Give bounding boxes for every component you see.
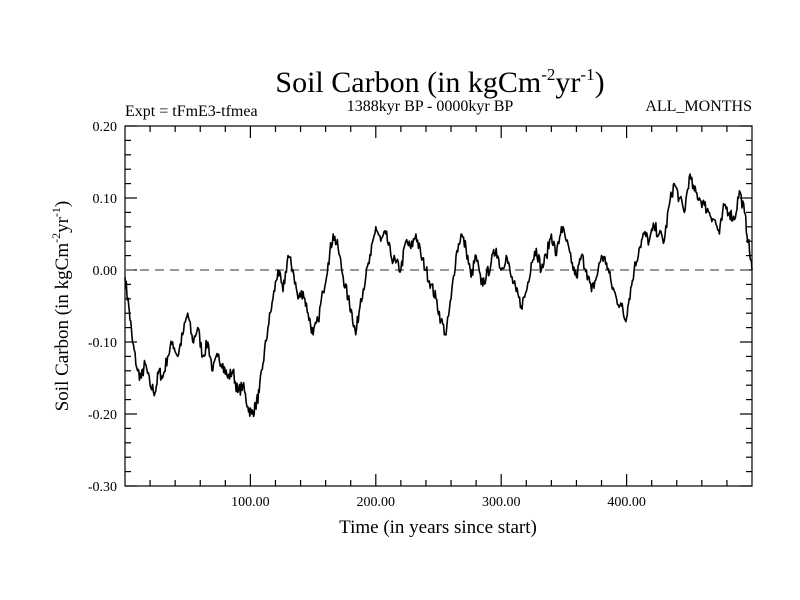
y-tick-label: -0.10 <box>88 336 117 351</box>
chart-title: Soil Carbon (in kgCm-2yr-1) <box>275 65 604 99</box>
y-tick-label: -0.20 <box>88 408 117 423</box>
period-label: 1388kyr BP - 0000kyr BP <box>347 98 514 115</box>
soil-carbon-series-line <box>124 173 753 418</box>
x-tick-label: 300.00 <box>482 495 521 510</box>
chart-title-mid: yr <box>555 66 580 99</box>
y-axis-label: Soil Carbon (in kgCm-2yr-1) <box>49 201 73 412</box>
plot-frame <box>124 125 753 487</box>
y-axis-label-mid: yr <box>52 216 73 233</box>
y-axis-label-main: Soil Carbon (in kgCm <box>52 243 73 412</box>
x-tick-labels: 100.00 200.00 300.00 400.00 <box>231 495 646 510</box>
axis-ticks <box>125 125 752 487</box>
months-label: ALL_MONTHS <box>645 98 752 115</box>
chart-title-main: Soil Carbon (in kgCm <box>275 66 541 99</box>
y-tick-labels: 0.20 0.10 0.00 -0.10 -0.20 -0.30 <box>88 120 117 495</box>
y-axis-label-end: ) <box>52 201 73 207</box>
y-axis-label-sup2: -1 <box>49 207 63 217</box>
x-axis-label: Time (in years since start) <box>339 517 537 538</box>
chart-title-sup1: -2 <box>541 65 555 84</box>
y-tick-label: 0.20 <box>93 120 118 135</box>
chart-title-sup2: -1 <box>580 65 594 84</box>
y-tick-label: 0.00 <box>93 264 118 279</box>
x-tick-label: 100.00 <box>231 495 270 510</box>
chart-title-end: ) <box>595 66 605 99</box>
x-tick-label: 400.00 <box>607 495 646 510</box>
y-tick-label: 0.10 <box>93 192 118 207</box>
y-tick-label: -0.30 <box>88 480 117 495</box>
x-tick-label: 200.00 <box>357 495 396 510</box>
y-axis-label-sup1: -2 <box>49 233 63 243</box>
experiment-label: Expt = tFmE3-tfmea <box>125 103 258 120</box>
